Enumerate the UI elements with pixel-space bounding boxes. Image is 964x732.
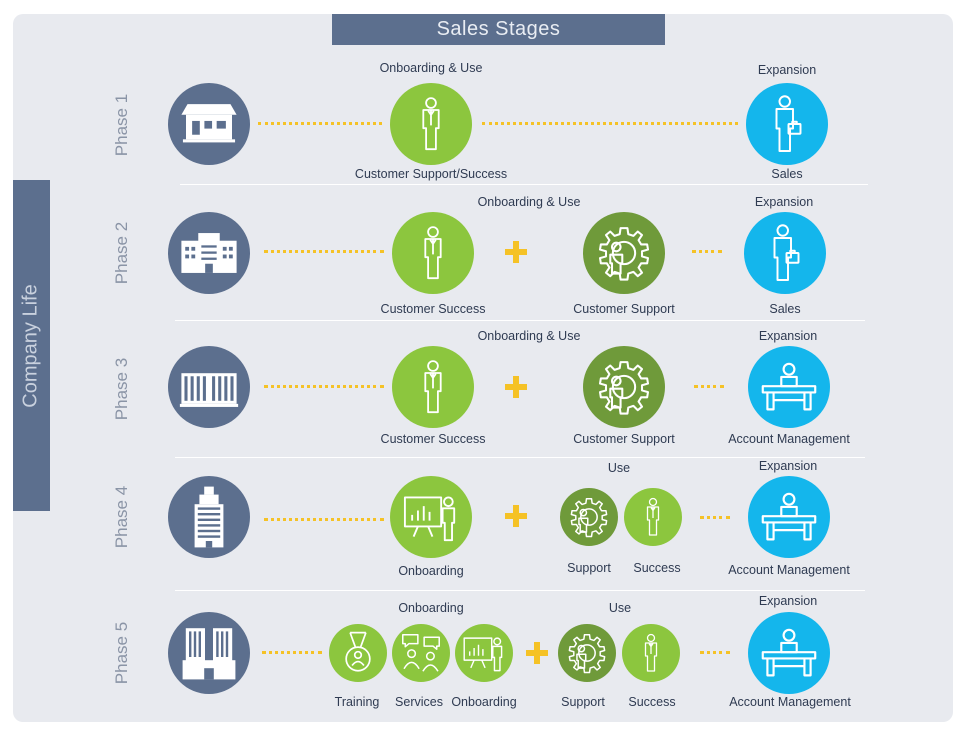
phase-5-header-expansion: Expansion [758, 594, 818, 608]
wide-building-icon [168, 346, 250, 428]
connector-dots [700, 516, 730, 519]
phase-5-label-training: Training [334, 695, 380, 709]
phase-4-header-use: Use [607, 461, 631, 475]
phase-1-header-expansion: Expansion [757, 63, 817, 77]
person-briefcase-icon [744, 212, 826, 294]
connector-dots [264, 250, 384, 253]
phase-1-label: Phase 1 [112, 93, 131, 157]
person-icon [392, 212, 474, 294]
phase-2-label-customer-support: Customer Support [573, 302, 675, 316]
gear-person-icon [583, 212, 665, 294]
phase-5-label-support: Support [561, 695, 605, 709]
connector-dots [700, 651, 730, 654]
presentation-icon [455, 624, 513, 682]
phase-5-label-onboarding: Onboarding [451, 695, 517, 709]
connector-dots [694, 385, 724, 388]
phase-5-label-services: Services [395, 695, 443, 709]
phase-separator [180, 184, 868, 185]
connector-dots [482, 122, 738, 125]
company-life-bar: Company Life [13, 180, 50, 511]
phase-separator [175, 590, 865, 591]
phase-5-label: Phase 5 [112, 621, 131, 685]
phase-1-label-support-success: Customer Support/Success [354, 167, 508, 181]
skyscraper-icon [168, 476, 250, 558]
company-life-label: Company Life [19, 284, 42, 408]
phase-2-header-expansion: Expansion [754, 195, 814, 209]
chat-people-icon [392, 624, 450, 682]
diagram-title: Sales Stages [332, 14, 665, 45]
connector-dots [258, 122, 382, 125]
phase-2-label: Phase 2 [112, 221, 131, 285]
plus-icon [505, 376, 527, 398]
phase-2-header-onboarding: Onboarding & Use [477, 195, 581, 209]
plus-icon [505, 505, 527, 527]
person-icon [624, 488, 682, 546]
phase-4-label-success: Success [633, 561, 681, 575]
office-building-icon [168, 212, 250, 294]
connector-dots [264, 385, 384, 388]
connector-dots [692, 250, 722, 253]
phase-4-label-account-management: Account Management [728, 563, 850, 577]
phase-separator [175, 457, 865, 458]
person-desk-icon [748, 346, 830, 428]
connector-dots [262, 651, 322, 654]
phase-4-label: Phase 4 [112, 485, 131, 549]
phase-5-header-onboarding: Onboarding [398, 601, 464, 615]
phase-5-label-success: Success [628, 695, 676, 709]
phase-4-label-support: Support [567, 561, 611, 575]
phase-2-label-customer-success: Customer Success [380, 302, 486, 316]
phase-3-header-onboarding: Onboarding & Use [477, 329, 581, 343]
phase-3-label-customer-success: Customer Success [380, 432, 486, 446]
phase-3-label: Phase 3 [112, 357, 131, 421]
gear-person-icon [583, 346, 665, 428]
presentation-icon [390, 476, 472, 558]
phase-3-label-customer-support: Customer Support [573, 432, 675, 446]
phase-5-label-account-management: Account Management [729, 695, 851, 709]
house-icon [168, 83, 250, 165]
person-briefcase-icon [746, 83, 828, 165]
plus-icon [526, 642, 548, 664]
connector-dots [264, 518, 384, 521]
phase-4-header-expansion: Expansion [758, 459, 818, 473]
phase-1-label-sales: Sales [771, 167, 803, 181]
person-desk-icon [748, 612, 830, 694]
phase-4-label-onboarding: Onboarding [398, 564, 464, 578]
twin-towers-icon [168, 612, 250, 694]
phase-2-label-sales: Sales [769, 302, 801, 316]
phase-3-header-expansion: Expansion [758, 329, 818, 343]
medal-icon [329, 624, 387, 682]
person-icon [392, 346, 474, 428]
plus-icon [505, 241, 527, 263]
gear-person-icon [558, 624, 616, 682]
phase-5-header-use: Use [608, 601, 632, 615]
phase-separator [175, 320, 865, 321]
phase-1-header-onboarding: Onboarding & Use [379, 61, 483, 75]
person-icon [622, 624, 680, 682]
phase-3-label-account-management: Account Management [728, 432, 850, 446]
person-desk-icon [748, 476, 830, 558]
gear-person-icon [560, 488, 618, 546]
person-icon [390, 83, 472, 165]
